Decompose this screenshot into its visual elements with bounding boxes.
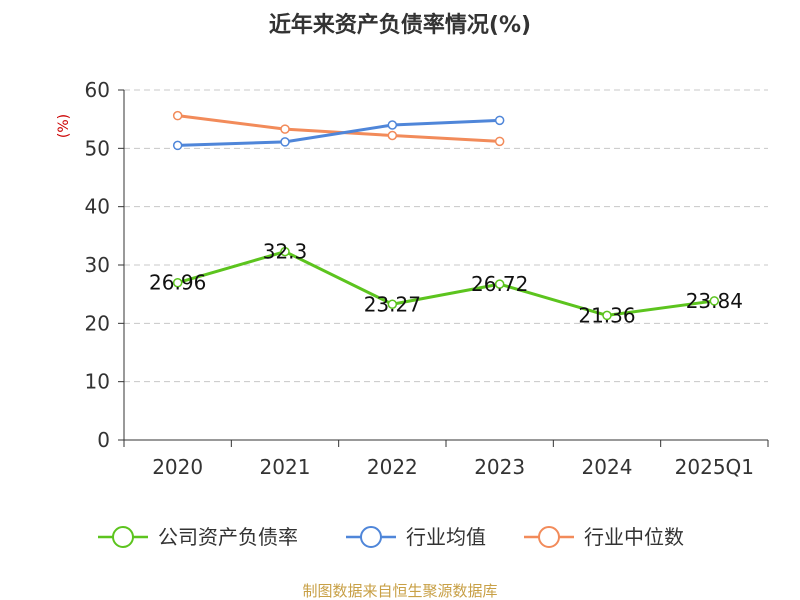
data-point (387, 299, 398, 310)
y-tick-label: 20 (85, 311, 110, 335)
data-point (280, 137, 290, 147)
y-tick-label: 0 (97, 428, 110, 452)
data-point (494, 279, 505, 289)
data-point (494, 136, 505, 147)
x-tick-label: 2025Q1 (675, 455, 754, 479)
x-tick-label: 2021 (260, 455, 311, 479)
legend-marker (538, 526, 560, 548)
data-point (280, 124, 290, 134)
x-tick-label: 2024 (582, 455, 633, 479)
y-tick-label: 30 (85, 253, 110, 277)
data-point (709, 296, 720, 306)
chart-title: 近年来资产负债率情况(%) (269, 12, 531, 38)
data-point (280, 246, 290, 257)
x-tick-label: 2023 (474, 455, 525, 479)
axes: 0 10 20 30 40 50 60 2020 2021 2022 2023 2024 2025Q1 (85, 78, 769, 479)
legend-label: 行业均值 (406, 525, 486, 549)
legend-label: 行业中位数 (584, 525, 684, 549)
legend-marker (360, 526, 382, 548)
data-labels: 26.96 32.3 23.27 26.72 21.36 23.84 (149, 240, 743, 328)
data-point (602, 310, 612, 321)
data-label: 26.96 (149, 271, 206, 295)
legend-label: 公司资产负债率 (158, 525, 298, 549)
legend-marker (112, 526, 134, 548)
legend: 公司资产负债率 行业均值 行业中位数 (98, 525, 684, 549)
data-label: 32.3 (263, 240, 308, 264)
footer-source: 制图数据来自恒生聚源数据库 (302, 582, 497, 600)
x-tick-label: 2020 (152, 455, 203, 479)
y-tick-label: 60 (85, 78, 110, 102)
series-line (177, 250, 715, 317)
data-label: 23.84 (686, 289, 743, 313)
grid-lines (124, 89, 768, 383)
data-point (387, 130, 398, 141)
y-tick-label: 50 (85, 136, 110, 160)
y-tick-label: 40 (85, 195, 110, 219)
data-point (172, 140, 183, 151)
data-label: 26.72 (471, 272, 528, 296)
data-label: 23.27 (364, 292, 421, 316)
data-point (494, 115, 505, 126)
series-layer (172, 110, 720, 321)
x-tick-label: 2022 (367, 455, 418, 479)
y-tick-label: 10 (85, 370, 110, 394)
data-point (172, 110, 183, 121)
series-line (177, 114, 500, 143)
data-label: 21.36 (578, 303, 635, 327)
data-point (387, 120, 398, 130)
data-point (172, 277, 183, 288)
y-axis-unit-label: (%) (56, 114, 72, 138)
series-line (177, 118, 500, 147)
